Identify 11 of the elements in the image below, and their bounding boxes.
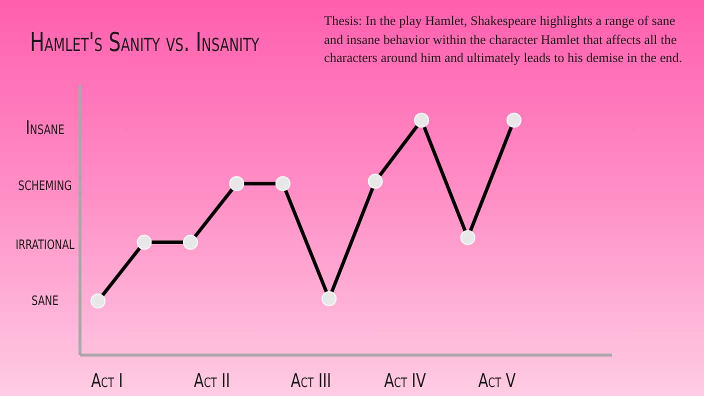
text: Act V	[478, 370, 516, 392]
text: Act IV	[384, 370, 426, 392]
text: Act II	[194, 370, 230, 392]
text: Insane	[26, 117, 64, 139]
text: Act III	[290, 370, 332, 392]
chart-title: Hamlet's Sanity vs. Insanity	[30, 28, 260, 58]
text: Act I	[91, 370, 123, 392]
text: Thesis: In the play Hamlet, Shakespeare highlights a range of sane and insane behavior within the character Hamlet that affects all the characters around him and ultimately leads to his demise in the end.	[324, 12, 684, 67]
text: sane	[31, 288, 59, 310]
text: irrational	[16, 232, 74, 254]
text: scheming	[18, 173, 72, 195]
